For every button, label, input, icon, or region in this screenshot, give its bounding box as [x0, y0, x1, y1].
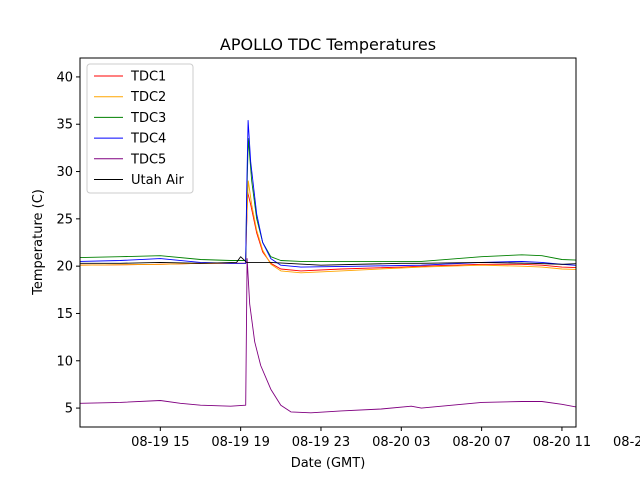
- x-tick-label: 08-20 15: [613, 435, 640, 450]
- legend-label: TDC2: [130, 90, 166, 105]
- x-tick-label: 08-20 03: [372, 435, 430, 450]
- x-axis-label: Date (GMT): [291, 456, 366, 471]
- y-tick-label: 40: [56, 70, 73, 85]
- y-axis: 5 10 15 20 25 30 35 40: [56, 70, 80, 417]
- x-tick-label: 08-19 23: [292, 435, 350, 450]
- x-axis: 08-19 15 08-19 19 08-19 23 08-20 03 08-20 07…: [131, 427, 640, 450]
- y-tick-label: 15: [56, 307, 73, 322]
- y-tick-label: 35: [56, 118, 73, 133]
- y-tick-label: 20: [56, 260, 73, 275]
- x-tick-label: 08-19 15: [131, 435, 189, 450]
- axes-frame: [79, 57, 577, 428]
- x-tick-label: 08-20 07: [452, 435, 510, 450]
- y-tick-label: 25: [56, 212, 73, 227]
- y-axis-label: Temperature (C): [31, 189, 46, 296]
- legend-label: TDC3: [130, 111, 166, 126]
- chart-title: APOLLO TDC Temperatures: [220, 35, 436, 54]
- legend-label: TDC4: [130, 132, 166, 147]
- series-line-tdc4: [80, 119, 576, 268]
- y-tick-label: 30: [56, 165, 73, 180]
- legend-label: TDC5: [130, 152, 166, 167]
- series-line-tdc3: [80, 137, 576, 262]
- legend-label: Utah Air: [131, 173, 184, 188]
- series-line-utah-air: [80, 256, 576, 266]
- y-tick-label: 5: [65, 402, 73, 417]
- legend-label: TDC1: [130, 70, 166, 85]
- series-line-tdc5: [80, 258, 576, 414]
- x-tick-label: 08-19 19: [211, 435, 269, 450]
- plot-area: [80, 119, 576, 414]
- legend: TDC1 TDC2 TDC3 TDC4 TDC5 Utah Air: [86, 63, 194, 194]
- y-tick-label: 10: [56, 354, 73, 369]
- x-tick-label: 08-20 11: [533, 435, 591, 450]
